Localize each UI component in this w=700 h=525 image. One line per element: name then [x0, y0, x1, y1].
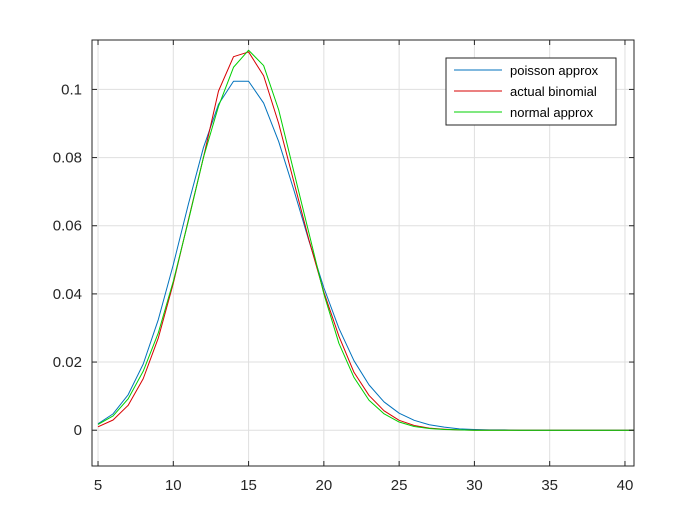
axes-box: [91, 39, 635, 467]
axes-layer: [91, 39, 635, 467]
y-tick-label: 0.06: [53, 218, 82, 235]
legend-label: actual binomial: [510, 84, 597, 99]
series-line-normal-approx: [97, 49, 641, 431]
x-tick-label: 30: [466, 477, 483, 494]
y-tick-label: 0.04: [53, 286, 82, 303]
x-tick-label: 5: [94, 477, 102, 494]
x-tick-label: 15: [240, 477, 257, 494]
plot-clip-mask: [634, 38, 700, 468]
legend-label: normal approx: [510, 105, 594, 120]
x-tick-label: 20: [316, 477, 333, 494]
x-tick-label: 40: [617, 477, 634, 494]
x-tick-label: 10: [165, 477, 182, 494]
y-tick-label: 0.02: [53, 354, 82, 371]
y-tick-label: 0.1: [61, 81, 82, 98]
x-tick-label: 35: [541, 477, 558, 494]
legend: poisson approx actual binomial normal appr…: [445, 57, 617, 126]
series-layer: [97, 38, 700, 468]
y-tick-labels: 0 0.02 0.04 0.06 0.08 0.1: [53, 81, 82, 439]
y-tick-label: 0: [74, 422, 82, 439]
y-tick-label: 0.08: [53, 150, 82, 167]
x-tick-labels: 5 10 15 20 25 30 35 40: [94, 477, 633, 494]
x-tick-label: 25: [391, 477, 408, 494]
legend-label: poisson approx: [510, 63, 599, 78]
grid-layer: [92, 40, 634, 466]
